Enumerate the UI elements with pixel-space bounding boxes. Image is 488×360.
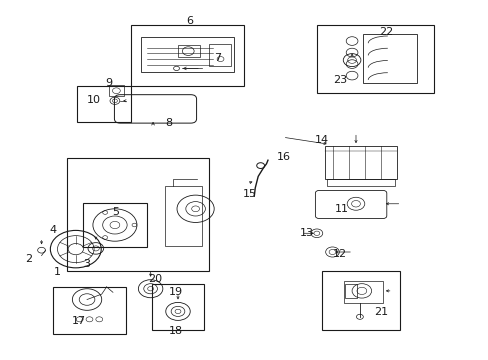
- Bar: [141, 37, 233, 72]
- Text: 16: 16: [276, 152, 290, 162]
- Bar: [177, 45, 199, 57]
- Text: 13: 13: [300, 228, 313, 238]
- Bar: [321, 271, 399, 330]
- Text: 12: 12: [332, 249, 346, 259]
- Bar: [209, 44, 231, 66]
- Text: 1: 1: [54, 267, 61, 277]
- Bar: [363, 34, 416, 83]
- Text: 10: 10: [87, 95, 101, 105]
- Text: 6: 6: [186, 16, 193, 26]
- Text: 14: 14: [314, 135, 328, 145]
- Bar: [345, 284, 356, 298]
- Bar: [109, 85, 123, 96]
- Text: 5: 5: [112, 207, 119, 217]
- Bar: [151, 284, 204, 330]
- Text: 23: 23: [332, 75, 346, 85]
- Text: 7: 7: [214, 53, 221, 63]
- Bar: [324, 146, 396, 179]
- Text: 8: 8: [165, 118, 172, 128]
- Text: 15: 15: [242, 189, 256, 199]
- Text: 4: 4: [49, 225, 56, 235]
- Text: 22: 22: [378, 27, 393, 37]
- Bar: [343, 281, 382, 303]
- Text: 3: 3: [83, 258, 90, 269]
- Bar: [67, 158, 209, 271]
- Text: 18: 18: [169, 326, 183, 336]
- Text: 21: 21: [374, 307, 387, 318]
- Bar: [165, 186, 202, 246]
- Text: 9: 9: [105, 78, 112, 88]
- Bar: [316, 25, 433, 93]
- Text: 19: 19: [169, 287, 183, 297]
- Text: 17: 17: [72, 316, 86, 326]
- Bar: [326, 179, 394, 186]
- Bar: [131, 25, 243, 86]
- Bar: [83, 203, 146, 247]
- Text: 2: 2: [25, 254, 32, 264]
- Text: 20: 20: [148, 274, 162, 284]
- Bar: [77, 86, 131, 122]
- Bar: [53, 287, 126, 334]
- Text: 11: 11: [335, 204, 348, 214]
